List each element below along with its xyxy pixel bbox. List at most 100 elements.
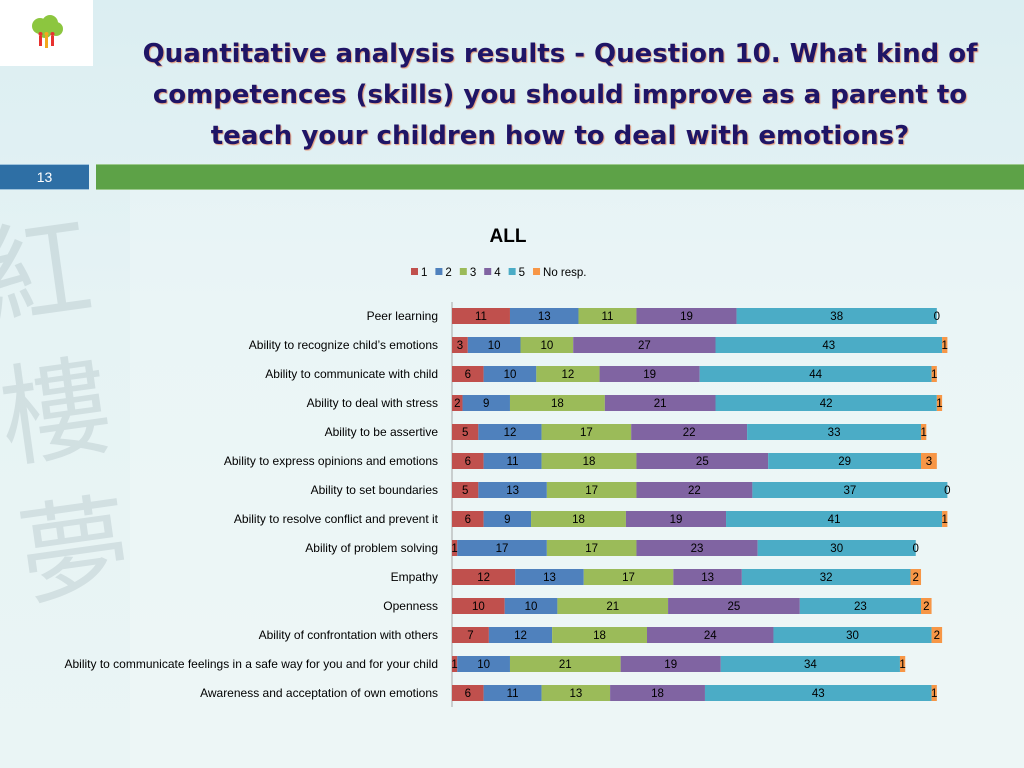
category-label: Ability to set boundaries	[311, 483, 438, 497]
data-label: 6	[465, 456, 471, 468]
legend-label-3: 3	[470, 267, 476, 279]
bar-segment-5	[747, 424, 922, 440]
slide-number: 13	[0, 164, 89, 190]
bar-segment-2	[457, 656, 510, 672]
data-label: 10	[472, 601, 485, 613]
data-label: 12	[504, 427, 517, 439]
bar-segment-3	[583, 569, 674, 585]
data-label: 11	[507, 456, 519, 468]
bar-segment-2	[504, 598, 558, 614]
data-label: 17	[585, 543, 598, 555]
bar-segment-no-resp	[899, 656, 906, 672]
bar-segment-5	[720, 656, 900, 672]
data-label: 37	[843, 485, 856, 497]
bar-segment-1	[452, 337, 468, 353]
legend-label-1: 1	[421, 267, 427, 279]
data-label: 10	[477, 659, 490, 671]
data-label: 2	[934, 630, 940, 642]
data-label: 22	[683, 427, 696, 439]
legend-swatch-2	[435, 268, 443, 275]
data-label: 38	[830, 311, 843, 323]
bar-segment-5	[715, 395, 937, 411]
bar-segment-1	[452, 424, 479, 440]
bar-segment-2	[478, 482, 547, 498]
data-label: 23	[854, 601, 867, 613]
category-label: Openness	[383, 599, 438, 613]
data-label: 43	[812, 688, 825, 700]
bar-segment-2	[462, 395, 510, 411]
bar-segment-4	[620, 656, 721, 672]
data-label: 19	[680, 311, 693, 323]
bar-segment-5	[715, 337, 943, 353]
logo	[0, 0, 93, 66]
data-label: 3	[926, 456, 932, 468]
bar-segment-no-resp	[936, 395, 943, 411]
bar-segment-2	[457, 540, 547, 556]
data-label: 22	[688, 485, 701, 497]
data-label: 1	[451, 659, 457, 671]
bar-segment-2	[467, 337, 521, 353]
bar-segment-5	[736, 308, 937, 324]
legend-label-4: 4	[494, 267, 501, 279]
data-label: 17	[580, 427, 593, 439]
category-label: Ability of confrontation with others	[259, 628, 438, 642]
data-label: 19	[643, 369, 656, 381]
bar-segment-no-resp	[942, 337, 948, 353]
data-label: 17	[585, 485, 598, 497]
bar-segment-4	[646, 627, 774, 643]
data-label: 1	[942, 340, 948, 352]
data-label: 2	[454, 398, 460, 410]
bar-segment-2	[509, 308, 579, 324]
data-label: 10	[488, 340, 501, 352]
bar-segment-3	[546, 540, 637, 556]
data-label: 0	[944, 485, 950, 497]
data-label: 30	[830, 543, 843, 555]
bar-segment-3	[541, 453, 637, 469]
bar-segment-5	[773, 627, 932, 643]
category-label: Empathy	[391, 570, 438, 584]
stacked-bar-chart: 1 2 3 4 5 No resp. Peer learning 11 13 11 19 38 0Ab…	[64, 226, 951, 707]
data-label: 23	[691, 543, 704, 555]
bar-segment-4	[604, 395, 716, 411]
data-label: 18	[651, 688, 664, 700]
bar-segment-2	[483, 453, 542, 469]
bar-segment-4	[610, 685, 705, 701]
data-label: 11	[475, 311, 487, 323]
data-label: 11	[601, 311, 613, 323]
bar-segment-4	[636, 482, 753, 498]
legend-label-5: 5	[519, 267, 525, 279]
bar-segment-no-resp	[910, 569, 922, 585]
bar-segment-3	[546, 482, 637, 498]
data-label: 0	[934, 311, 940, 323]
bar-segment-2	[478, 424, 542, 440]
category-label: Peer learning	[367, 309, 438, 323]
bar-segment-5	[741, 569, 911, 585]
bar-segment-4	[668, 598, 800, 614]
data-label: 43	[822, 340, 835, 352]
data-label: 24	[704, 630, 717, 642]
data-label: 21	[559, 659, 572, 671]
bar-segment-5	[752, 482, 948, 498]
bar-segment-3	[536, 366, 600, 382]
data-label: 44	[809, 369, 822, 381]
data-label: 25	[696, 456, 709, 468]
bar-segment-2	[483, 366, 537, 382]
data-label: 1	[920, 427, 926, 439]
chart-legend: 1 2 3 4 5 No resp.	[411, 267, 587, 279]
category-label: Ability to communicate feelings in a saf…	[64, 657, 438, 671]
data-label: 29	[838, 456, 851, 468]
data-label: 25	[728, 601, 741, 613]
data-label: 13	[701, 572, 714, 584]
category-label: Ability to deal with stress	[307, 396, 438, 410]
bar-segment-1	[452, 598, 505, 614]
bar-segment-1	[452, 395, 463, 411]
bar-segment-5	[699, 366, 932, 382]
bar-segment-4	[673, 569, 742, 585]
data-label: 30	[846, 630, 859, 642]
data-label: 13	[543, 572, 556, 584]
bar-segment-no-resp	[921, 598, 932, 614]
bar-segment-1	[452, 308, 510, 324]
category-label: Ability to recognize child’s emotions	[249, 338, 438, 352]
bar-segment-3	[578, 308, 637, 324]
